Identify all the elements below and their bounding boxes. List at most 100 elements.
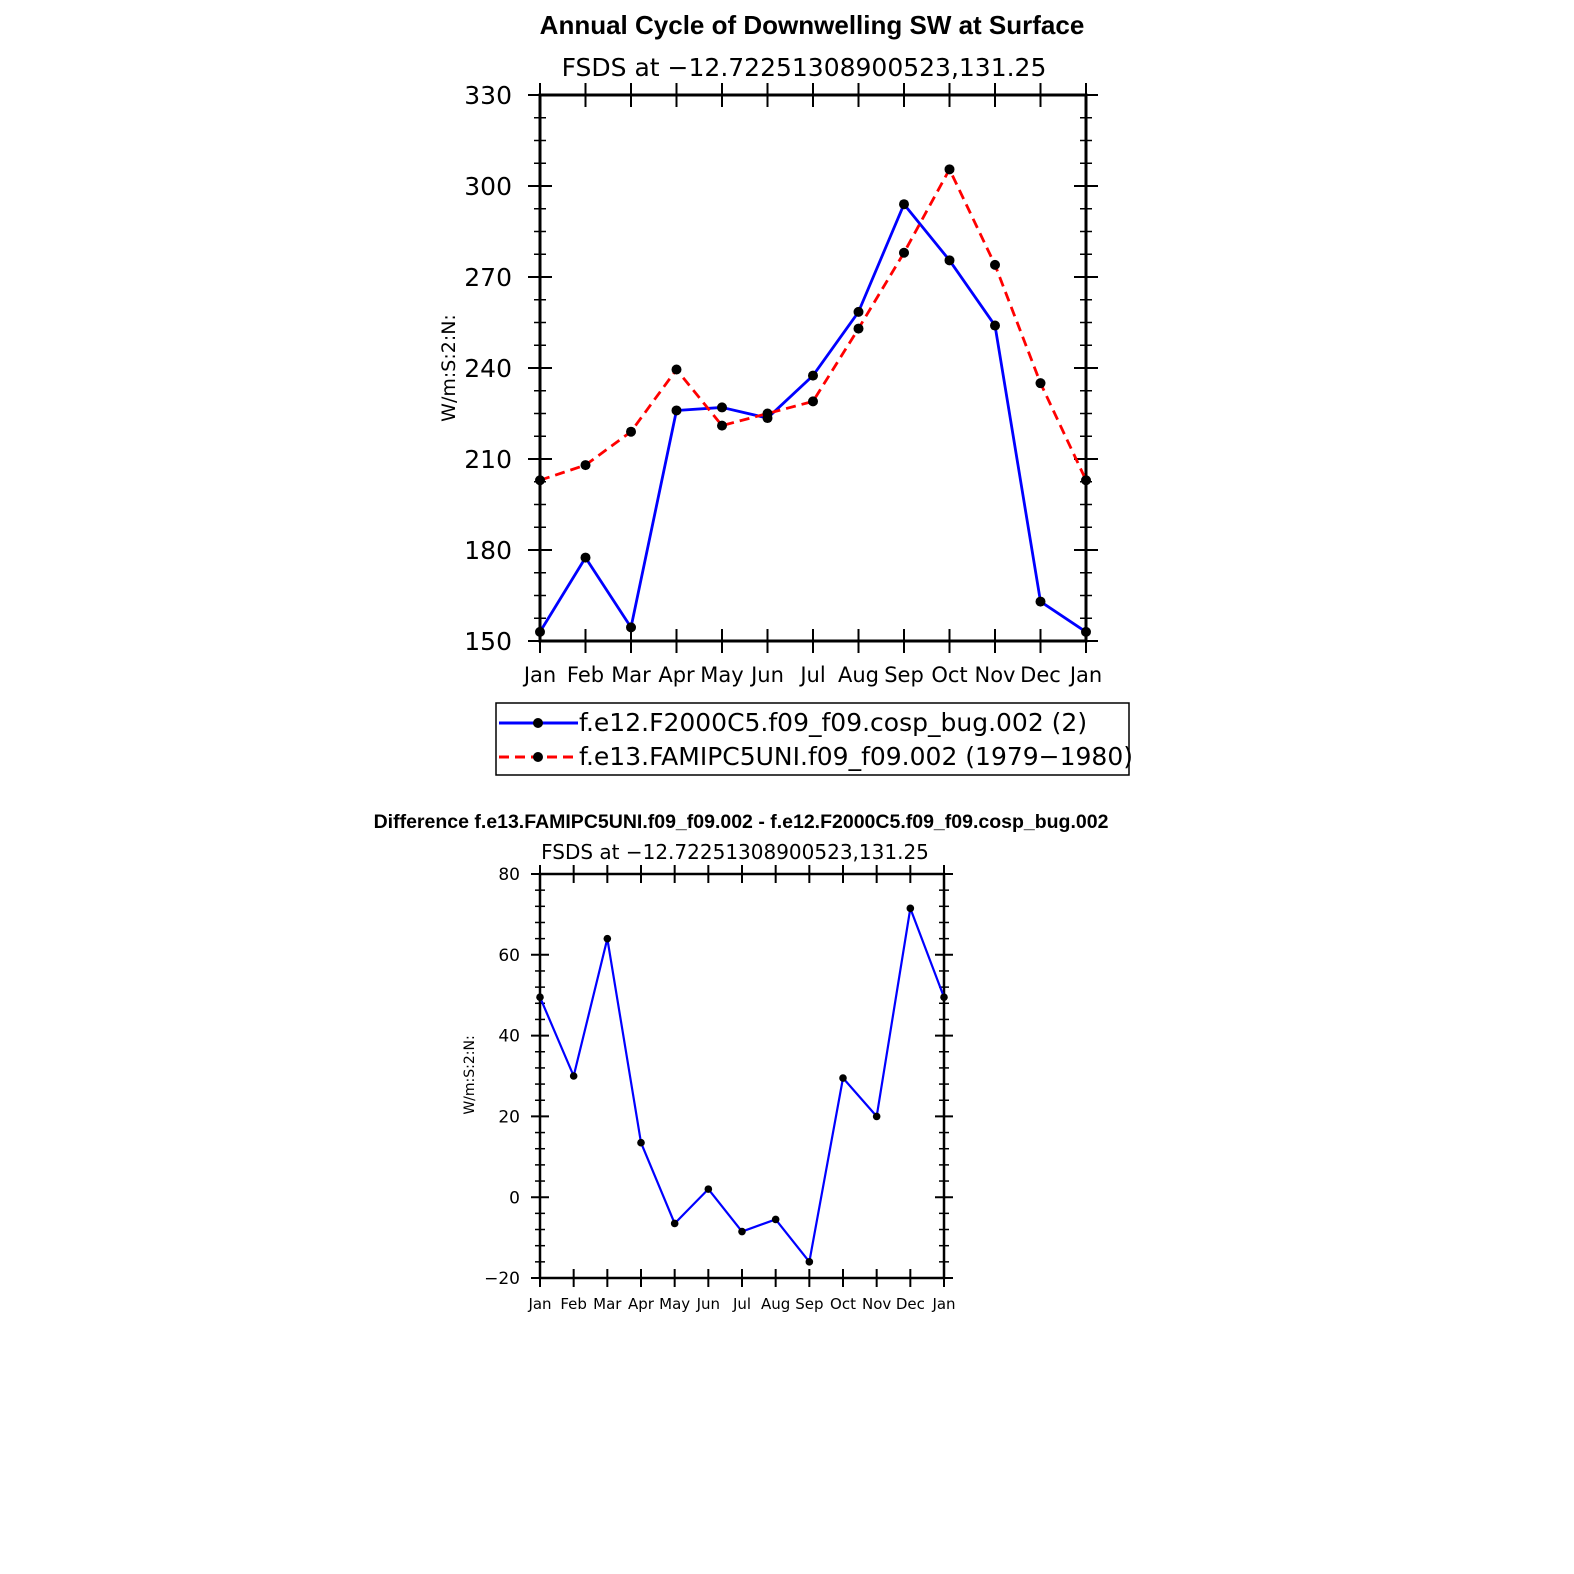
y-tick-label: 60 xyxy=(498,946,520,966)
data-point xyxy=(944,255,955,266)
x-tick-label: Jul xyxy=(732,1295,751,1313)
data-point xyxy=(808,396,818,407)
data-point xyxy=(853,323,864,334)
data-point xyxy=(899,199,909,210)
legend-entry-series-1: f.e12.F2000C5.f09_f09.cosp_bug.002 (2) xyxy=(579,708,1087,737)
data-point xyxy=(717,420,727,431)
data-point xyxy=(580,552,591,563)
y-tick-label: 0 xyxy=(509,1188,520,1208)
x-tick-label: Jul xyxy=(798,663,825,687)
x-tick-label: Jan xyxy=(522,663,556,687)
data-point xyxy=(940,993,948,1002)
x-tick-label: Apr xyxy=(628,1295,655,1313)
y-tick-label: 20 xyxy=(498,1108,520,1128)
y-tick-label: 240 xyxy=(464,354,512,383)
data-point xyxy=(671,364,682,375)
y-tick-label: 270 xyxy=(464,263,512,292)
y-tick-label: 300 xyxy=(464,172,512,201)
x-tick-label: Mar xyxy=(593,1295,622,1313)
data-point xyxy=(603,934,612,943)
x-tick-label: May xyxy=(700,663,743,687)
data-point xyxy=(872,1112,881,1121)
data-point xyxy=(899,247,909,258)
y-axis-label: W/m:S:2:N: xyxy=(438,314,460,422)
x-ticks: Jan Feb Mar Apr May Jun Jul Aug Sep Oct Nov Dec Jan xyxy=(522,83,1102,687)
y-tick-label: 330 xyxy=(464,81,512,110)
data-point xyxy=(808,370,818,381)
data-series xyxy=(536,904,948,1266)
data-point xyxy=(805,1258,814,1266)
x-ticks: Jan Feb Mar Apr May Jun Jul Aug Sep Oct Nov Dec Jan xyxy=(527,865,956,1313)
data-point xyxy=(1035,596,1046,607)
data-point xyxy=(536,993,544,1002)
data-point xyxy=(839,1074,847,1082)
x-tick-label: Nov xyxy=(975,663,1016,687)
legend-entry-series-2: f.e13.FAMIPC5UNI.f09_f09.002 (1979−1980) xyxy=(579,742,1133,771)
data-point xyxy=(1035,378,1046,389)
data-point xyxy=(626,622,636,633)
x-tick-label: Nov xyxy=(862,1295,891,1313)
y-tick-label: 180 xyxy=(464,536,512,565)
x-tick-label: Oct xyxy=(830,1295,856,1313)
x-tick-label: Dec xyxy=(896,1295,925,1313)
series-line-2 xyxy=(539,167,1088,482)
y-tick-label: −20 xyxy=(484,1269,520,1289)
chart-title: Annual Cycle of Downwelling SW at Surfac… xyxy=(540,10,1085,40)
x-tick-label: Jun xyxy=(696,1295,720,1313)
legend-marker-series-1 xyxy=(533,718,543,728)
data-point xyxy=(990,259,1000,270)
y-tick-label: 40 xyxy=(498,1027,520,1047)
data-point xyxy=(906,904,915,913)
data-point xyxy=(580,460,591,471)
x-tick-label: Apr xyxy=(658,663,695,687)
x-tick-label: Feb xyxy=(560,1295,587,1313)
data-point xyxy=(717,402,727,413)
data-point xyxy=(771,1215,780,1224)
x-tick-label: Jan xyxy=(1068,663,1102,687)
data-point xyxy=(670,1219,679,1228)
data-point xyxy=(1081,626,1091,637)
x-tick-label: Jan xyxy=(527,1295,551,1313)
legend-marker-series-2 xyxy=(533,752,543,762)
x-tick-label: Jun xyxy=(749,663,784,687)
series-line-1 xyxy=(538,202,1087,634)
series-line-1 xyxy=(538,907,946,1263)
data-point xyxy=(569,1072,578,1080)
data-point xyxy=(704,1185,713,1193)
chart-subtitle: FSDS at −12.72251308900523,131.25 xyxy=(562,53,1047,82)
data-point xyxy=(853,306,864,317)
data-point xyxy=(626,426,636,437)
data-point xyxy=(944,164,955,175)
difference-chart: Difference f.e13.FAMIPC5UNI.f09_f09.002 … xyxy=(374,811,1109,1313)
x-tick-label: Mar xyxy=(611,663,651,687)
chart-title: Difference f.e13.FAMIPC5UNI.f09_f09.002 … xyxy=(374,811,1109,833)
data-point xyxy=(990,320,1000,331)
plot-border xyxy=(538,93,1088,643)
data-point xyxy=(535,626,545,637)
x-tick-label: May xyxy=(659,1295,690,1313)
x-tick-label: Sep xyxy=(795,1295,823,1313)
data-point xyxy=(762,408,773,419)
plot-frame xyxy=(538,93,1088,643)
legend-box xyxy=(495,702,1130,776)
legend: f.e12.F2000C5.f09_f09.cosp_bug.002 (2) f… xyxy=(495,702,1133,776)
y-tick-label: 150 xyxy=(464,627,512,656)
data-point xyxy=(535,475,545,486)
x-tick-label: Dec xyxy=(1020,663,1061,687)
annual-cycle-chart: Annual Cycle of Downwelling SW at Surfac… xyxy=(438,10,1133,776)
data-point xyxy=(1081,475,1091,486)
data-series xyxy=(535,164,1091,637)
x-tick-label: Jan xyxy=(931,1295,955,1313)
x-tick-label: Aug xyxy=(838,663,879,687)
chart-subtitle: FSDS at −12.72251308900523,131.25 xyxy=(541,840,929,864)
y-ticks: 150 180 210 240 270 300 330 xyxy=(464,81,1098,656)
y-tick-label: 80 xyxy=(498,865,520,885)
data-point xyxy=(637,1138,645,1147)
data-point xyxy=(671,405,682,416)
x-tick-label: Sep xyxy=(884,663,924,687)
y-tick-label: 210 xyxy=(464,445,512,474)
data-point xyxy=(738,1227,746,1236)
y-axis-label: W/m:S:2:N: xyxy=(462,1035,478,1114)
x-tick-label: Aug xyxy=(761,1295,790,1313)
